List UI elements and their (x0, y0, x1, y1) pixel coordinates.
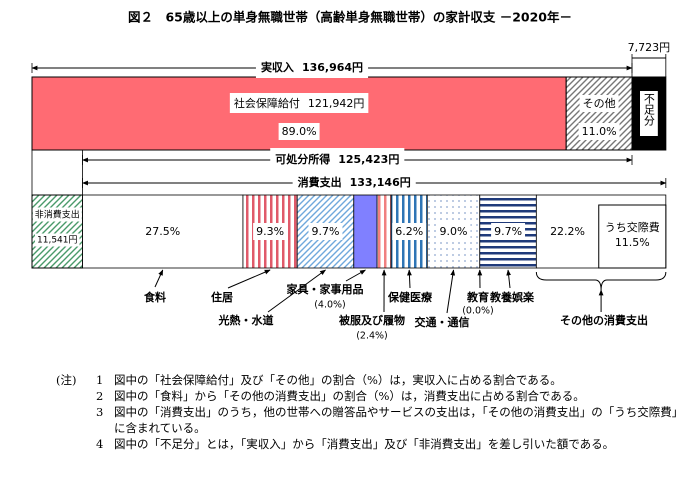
segment-share: 6.2% (395, 225, 423, 238)
note-text: 図中の「食料」から「その他の消費支出」の割合（%）は，消費支出に占める割合である… (114, 389, 585, 403)
category-name: 家具・家事用品 (287, 282, 364, 296)
segment-amount: 11,541円 (37, 235, 78, 246)
segment-share: (4.0%) (314, 300, 346, 311)
label-box (308, 223, 343, 240)
note-text: に含まれている。 (114, 421, 206, 435)
pointer (506, 269, 512, 289)
consumption-segment (376, 194, 392, 269)
deficit-name: 不足分 (642, 93, 655, 126)
segment-label: 社会保障給付 121,942円 (234, 96, 365, 110)
non-consumption-segment (31, 194, 84, 269)
label-box (578, 123, 620, 140)
label-box (32, 207, 82, 222)
consumption-name: 消費支出 (298, 175, 342, 189)
category-name: 被服及び履物 (339, 313, 405, 327)
note-text: 図中の「消費支出」のうち，他の世帯への贈答品やサービスの支出は，「その他の消費支… (114, 405, 683, 419)
pointer (267, 269, 326, 313)
note-text: 図中の「不足分」とは，「実収入」から「消費支出」及び「非消費支出」を差し引いた額… (114, 437, 614, 451)
note-number: 3 (96, 405, 103, 419)
income-name: 実収入 (261, 60, 294, 74)
label-box (292, 171, 416, 193)
label-box (35, 233, 80, 247)
segment-name: 社会保障給付 (234, 96, 300, 110)
label-box (229, 93, 369, 113)
category-name: 教育 (466, 290, 489, 304)
disposable-amount: 125,423円 (338, 153, 399, 166)
category-name: 保健医療 (387, 290, 433, 304)
pointer (345, 269, 366, 282)
label-box (579, 95, 619, 112)
consumption-segment (353, 194, 378, 269)
disposable-label: 可処分所得 125,423円 (275, 152, 399, 166)
sub-segment (598, 204, 667, 269)
segment-share: 22.2% (550, 225, 585, 238)
notes-marker: (注) (56, 373, 76, 387)
label-box (547, 223, 589, 240)
segment-share: (0.0%) (462, 306, 494, 317)
label-box (270, 148, 405, 170)
pointer (446, 269, 456, 314)
category-name: 住居 (211, 290, 233, 304)
segment-share: 9.7% (312, 225, 340, 238)
consumption-amount: 133,146円 (350, 176, 411, 189)
segment-share: 9.3% (256, 225, 284, 238)
category-name: 光熱・水道 (218, 313, 274, 327)
segment-share: 9.0% (440, 225, 468, 238)
segment-share: (2.4%) (356, 331, 388, 342)
brace (535, 271, 667, 291)
deficit-amount: 7,723円 (628, 41, 671, 54)
consumption-label: 消費支出 133,146円 (298, 175, 411, 189)
disposable-name: 可処分所得 (275, 152, 330, 166)
sub-name: うち交際費 (605, 220, 660, 234)
label-box (142, 223, 184, 240)
segment-amount: 121,942円 (308, 97, 365, 110)
label-box (278, 123, 320, 140)
note-text: 図中の「社会保障給付」及び「その他」の割合（%）は，実収入に占める割合である。 (114, 373, 562, 387)
segment-share: 27.5% (145, 225, 180, 238)
deficit-box (640, 91, 658, 136)
segment-name: その他 (583, 97, 616, 110)
category-name: その他の消費支出 (560, 313, 648, 327)
segment-name: 非消費支出 (35, 209, 80, 221)
note-number: 2 (96, 389, 103, 403)
sub-share: 11.5% (615, 236, 650, 249)
income-amount: 136,964円 (302, 61, 363, 74)
income-label: 実収入 136,964円 (261, 60, 363, 74)
label-box (255, 56, 369, 78)
segment-share: 11.0% (582, 125, 617, 138)
category-name: 食料 (144, 290, 166, 304)
segment-share: 89.0% (282, 125, 317, 138)
chart-title: 図２ 65歳以上の単身無職世帯（高齢単身無職世帯）の家計収支 －2020年－ (128, 10, 572, 25)
pointer (154, 269, 164, 288)
label-box (491, 223, 526, 240)
segment-share: 9.7% (494, 225, 522, 238)
label-box (436, 223, 471, 240)
note-number: 4 (96, 437, 103, 451)
label-box (392, 223, 427, 240)
pointer (227, 269, 271, 289)
pointer (407, 269, 412, 289)
label-box (253, 223, 288, 240)
category-name: 教養娯楽 (489, 290, 535, 304)
note-number: 1 (96, 373, 103, 387)
category-name: 交通・通信 (415, 315, 470, 329)
